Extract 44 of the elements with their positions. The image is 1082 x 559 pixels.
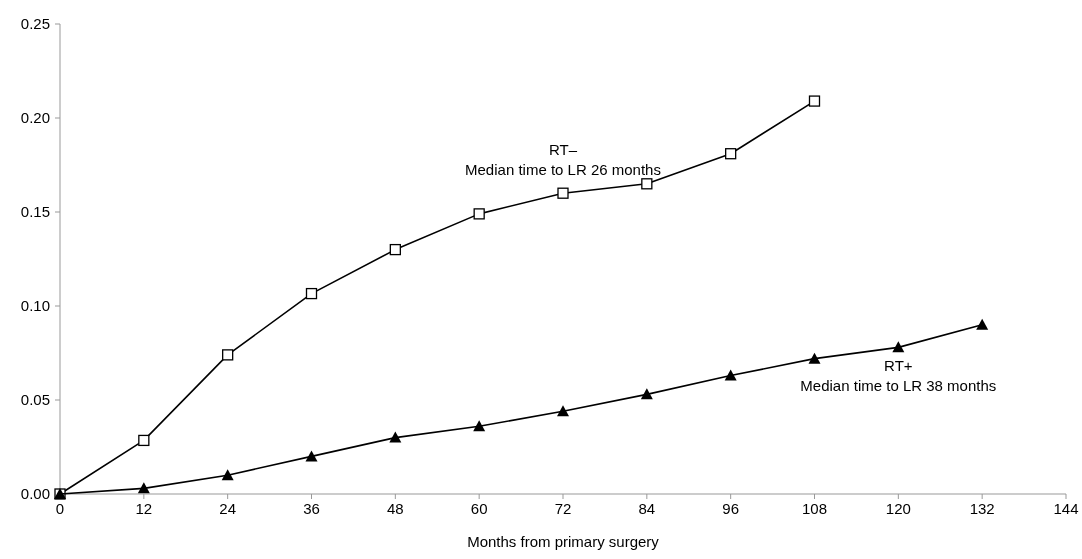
annotation: Median time to LR 38 months bbox=[800, 377, 997, 395]
point bbox=[724, 369, 737, 381]
x-tick-label: 132 bbox=[969, 500, 995, 517]
point bbox=[389, 431, 402, 443]
x-tick-label: 144 bbox=[1053, 500, 1079, 517]
point bbox=[305, 450, 318, 462]
point bbox=[389, 243, 401, 256]
y-tick-label: 0.25 bbox=[20, 15, 50, 33]
annotation: Median time to LR 26 months bbox=[465, 161, 661, 179]
y-tick-label: 0.20 bbox=[20, 109, 50, 127]
point bbox=[640, 388, 653, 400]
x-tick-label: 24 bbox=[219, 500, 237, 517]
y-tick-label: 0.10 bbox=[20, 297, 50, 315]
point bbox=[641, 178, 653, 190]
point bbox=[557, 187, 569, 199]
point bbox=[725, 148, 737, 160]
x-tick-label: 96 bbox=[722, 500, 740, 517]
point bbox=[138, 434, 150, 447]
point bbox=[137, 482, 150, 494]
point bbox=[808, 95, 821, 107]
y-tick-label: 0.05 bbox=[20, 391, 50, 409]
point bbox=[305, 287, 318, 300]
point bbox=[808, 352, 821, 364]
y-tick-label: 0.00 bbox=[20, 485, 50, 503]
point bbox=[473, 208, 485, 220]
text: RT– bbox=[548, 141, 578, 159]
point bbox=[222, 349, 234, 361]
x-tick-label: 0 bbox=[55, 500, 65, 517]
point bbox=[473, 420, 486, 432]
point bbox=[221, 469, 234, 481]
x-tick-label: 120 bbox=[885, 500, 911, 517]
series-label: RT+ bbox=[884, 357, 913, 375]
point bbox=[976, 318, 989, 330]
x-tick-label: 36 bbox=[303, 500, 320, 517]
x-tick-label: 108 bbox=[801, 500, 828, 517]
x-tick-label: 60 bbox=[470, 500, 488, 517]
x-tick-label: 48 bbox=[386, 500, 404, 517]
y-tick-label: 0.15 bbox=[20, 203, 50, 221]
x-tick-label: 72 bbox=[554, 500, 572, 517]
point bbox=[892, 341, 905, 353]
x-tick-label: 12 bbox=[135, 500, 153, 517]
x-axis-title: Months from primary surgery bbox=[467, 533, 660, 550]
point bbox=[557, 405, 569, 417]
x-tick-label: 84 bbox=[638, 500, 656, 517]
